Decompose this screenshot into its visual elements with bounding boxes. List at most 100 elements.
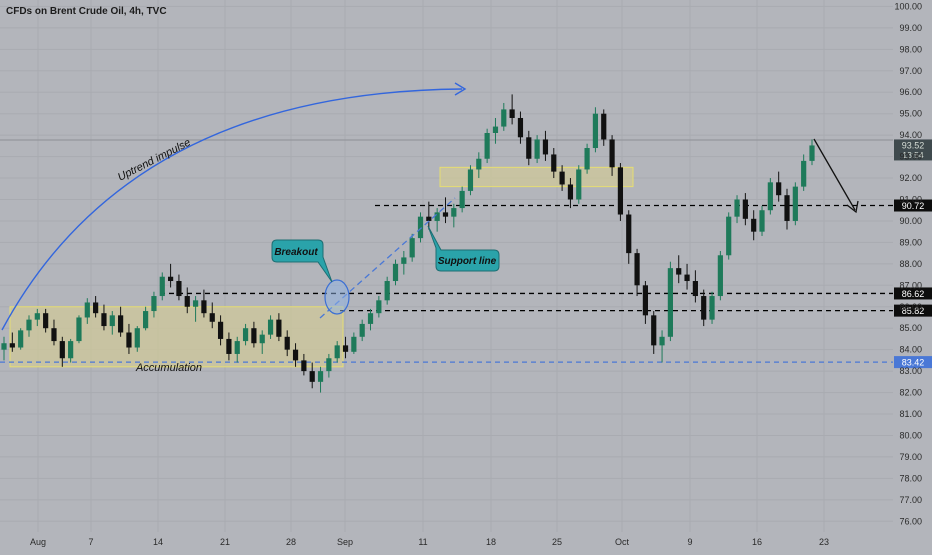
- candle-body: [809, 145, 815, 161]
- candle-body: [118, 315, 124, 333]
- candle-body: [576, 169, 582, 200]
- candle-body: [459, 190, 465, 209]
- candle: [384, 276, 390, 305]
- candle: [126, 323, 132, 354]
- candle: [159, 272, 165, 301]
- price-level-badge: [894, 356, 932, 369]
- y-tick-label: 84.00: [899, 345, 922, 355]
- candle-body: [534, 139, 540, 159]
- price-level-label: 83.42: [902, 358, 925, 368]
- candle-body: [351, 336, 357, 352]
- candle-body: [676, 268, 682, 275]
- x-tick-label: Sep: [337, 537, 353, 547]
- breakout-callout: [271, 239, 333, 283]
- candle-body: [217, 321, 224, 339]
- y-tick-label: 87.00: [899, 280, 922, 290]
- projection-arrow: [813, 138, 856, 211]
- candle-body: [226, 338, 232, 354]
- candle: [417, 212, 424, 243]
- candle: [151, 291, 157, 318]
- candle: [51, 319, 57, 346]
- candle-body: [401, 257, 407, 264]
- candle-body: [259, 334, 265, 344]
- candle: [751, 210, 757, 241]
- x-tick-label: 14: [153, 537, 163, 547]
- candle-body: [284, 336, 290, 350]
- candle-body: [601, 113, 607, 140]
- candle-body: [792, 186, 798, 221]
- y-tick-label: 99.00: [899, 23, 922, 33]
- candle: [434, 208, 440, 232]
- candle: [342, 336, 349, 359]
- candle-body: [467, 169, 474, 191]
- candle-body: [417, 216, 424, 239]
- candle: [726, 212, 732, 260]
- candle: [442, 197, 449, 224]
- candle: [776, 171, 782, 202]
- candle-body: [584, 148, 590, 170]
- candle: [234, 336, 240, 363]
- candle: [576, 165, 582, 204]
- candle-body: [709, 296, 715, 320]
- candle-body: [209, 313, 215, 322]
- candle: [267, 315, 274, 339]
- candle-body: [734, 199, 740, 217]
- candle: [93, 296, 99, 318]
- candle-body: [551, 154, 557, 172]
- candle-body: [684, 274, 690, 282]
- candle: [326, 353, 332, 378]
- uptrend-arrowhead: [454, 82, 467, 96]
- candle: [467, 165, 474, 196]
- x-tick-label: 28: [286, 537, 296, 547]
- candle-body: [567, 184, 574, 200]
- y-tick-label: 81.00: [899, 409, 922, 419]
- candle: [809, 139, 815, 166]
- candle: [667, 261, 673, 342]
- y-tick-label: 78.00: [899, 473, 922, 483]
- candle: [692, 270, 698, 303]
- candle: [359, 319, 365, 342]
- candle-body: [101, 313, 107, 327]
- candle: [201, 289, 207, 318]
- candle-body: [51, 328, 57, 342]
- price-level-badge: [894, 287, 932, 300]
- candle: [9, 332, 15, 352]
- candle-body: [392, 263, 399, 282]
- candle-body: [384, 281, 390, 301]
- candle-body: [59, 341, 65, 359]
- candle: [76, 315, 82, 344]
- candle-body: [201, 300, 207, 314]
- candle: [801, 154, 807, 191]
- price-level-badge: [894, 199, 932, 212]
- candle: [251, 321, 257, 348]
- candle-body: [109, 315, 115, 327]
- candle-body: [701, 296, 707, 320]
- candle-body: [609, 139, 615, 168]
- x-tick-label: 23: [819, 537, 829, 547]
- candle-body: [751, 218, 757, 232]
- candle: [476, 152, 482, 179]
- y-tick-label: 86.00: [899, 302, 922, 312]
- candle: [409, 233, 415, 262]
- y-tick-label: 95.00: [899, 109, 922, 119]
- candle-body: [526, 137, 532, 159]
- candle: [209, 302, 215, 329]
- candle: [742, 193, 748, 226]
- candle: [276, 313, 282, 342]
- candle: [609, 135, 615, 176]
- candle: [484, 128, 490, 164]
- candle: [101, 304, 107, 331]
- candle-body: [642, 285, 649, 316]
- current-price-label: 93.52: [902, 140, 925, 150]
- y-tick-label: 100.00: [894, 1, 922, 11]
- candle-body: [434, 212, 440, 221]
- candle: [426, 201, 432, 230]
- candle-body: [484, 133, 490, 159]
- candle: [534, 135, 540, 164]
- candle-body: [451, 208, 457, 217]
- candle-body: [192, 300, 199, 307]
- candle: [84, 298, 90, 324]
- x-tick-label: 21: [220, 537, 230, 547]
- candle-body: [26, 319, 32, 331]
